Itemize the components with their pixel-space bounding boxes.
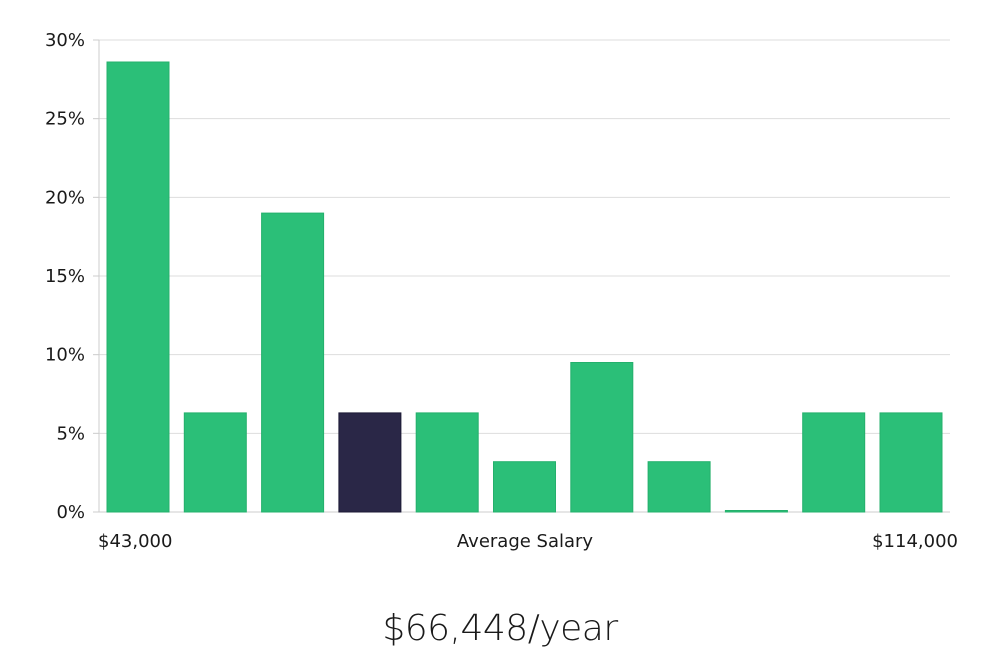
bar xyxy=(261,212,325,513)
y-tick-label: 0% xyxy=(56,502,85,523)
bar xyxy=(106,61,170,513)
bar xyxy=(802,412,866,513)
bar xyxy=(570,362,634,513)
x-max-label: $114,000 xyxy=(872,531,958,552)
y-tick-label: 30% xyxy=(45,30,85,51)
y-tick-label: 20% xyxy=(45,187,85,208)
x-axis-label: Average Salary xyxy=(457,531,594,552)
y-axis-ticks: 0% 5% 10% 15% 20% 25% 30% xyxy=(45,30,99,523)
bars xyxy=(106,61,943,513)
y-tick-label: 5% xyxy=(56,423,85,444)
x-min-label: $43,000 xyxy=(98,531,172,552)
average-salary-figure: $66,448/year xyxy=(382,608,618,649)
bar xyxy=(493,461,556,513)
salary-histogram: 0% 5% 10% 15% 20% 25% 30% $43,000 Average Sala… xyxy=(45,30,958,552)
y-tick-label: 15% xyxy=(45,266,85,287)
bar xyxy=(879,412,943,513)
bar xyxy=(647,461,711,513)
bar-highlighted xyxy=(338,412,402,513)
bar xyxy=(724,510,788,513)
y-tick-label: 10% xyxy=(45,345,85,366)
bar xyxy=(183,412,247,513)
y-tick-label: 25% xyxy=(45,109,85,130)
bar xyxy=(415,412,479,513)
